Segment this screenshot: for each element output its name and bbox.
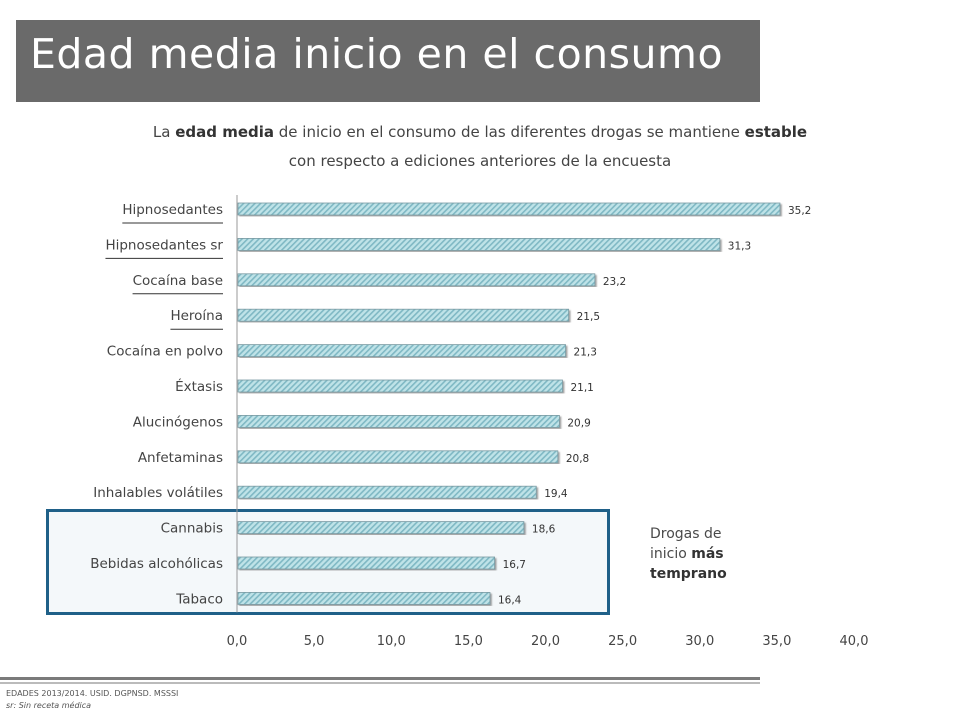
value-label-hipnosedantes-sr: 31,3 <box>728 240 751 252</box>
bar-extasis <box>237 379 563 393</box>
bar-anfetaminas <box>237 450 559 464</box>
value-label-extasis: 21,1 <box>570 382 593 394</box>
bar-bebidas-alcoholicas <box>237 556 495 570</box>
x-tick-label-2: 10,0 <box>377 634 406 649</box>
value-label-heroina: 21,5 <box>577 311 600 323</box>
bar-cocaina-en-polvo <box>237 344 566 358</box>
footer-rule-dark <box>0 677 760 680</box>
title-band-edge <box>0 20 16 102</box>
x-tick-label-4: 20,0 <box>531 634 560 649</box>
subtitle-line2: con respecto a ediciones anteriores de l… <box>288 152 672 170</box>
x-tick-label-3: 15,0 <box>454 634 483 649</box>
category-label-cocaina-en-polvo: Cocaína en polvo <box>107 344 223 360</box>
subtitle-mid: de inicio en el consumo de las diferente… <box>274 123 745 141</box>
bar-hipnosedantes-sr <box>237 238 721 251</box>
note-line2: inicio <box>650 546 692 562</box>
footer-note: sr: Sin receta médica <box>6 701 92 710</box>
value-label-tabaco: 16,4 <box>498 594 522 606</box>
x-tick-label-7: 35,0 <box>762 634 791 649</box>
category-label-hipnosedantes-sr: Hipnosedantes sr <box>105 237 223 253</box>
subtitle-bold-estable: estable <box>744 123 808 141</box>
chart-subtitle: La edad media de inicio en el consumo de… <box>60 118 900 176</box>
x-tick-label-6: 30,0 <box>685 634 714 649</box>
category-label-cocaina-base: Cocaína base <box>133 273 223 289</box>
category-label-heroina: Heroína <box>170 308 223 324</box>
note-bold-mas: más <box>691 546 724 562</box>
category-label-cannabis: Cannabis <box>161 521 223 537</box>
category-label-inhalables-volatiles: Inhalables volátiles <box>93 485 223 501</box>
bar-tabaco <box>237 591 491 605</box>
bar-cannabis <box>237 521 525 535</box>
category-label-anfetaminas: Anfetaminas <box>138 450 223 466</box>
value-label-cocaina-en-polvo: 21,3 <box>574 347 597 359</box>
title-band <box>0 20 760 102</box>
category-label-alucinogenos: Alucinógenos <box>133 414 223 430</box>
x-tick-label-8: 40,0 <box>840 634 869 649</box>
value-label-cannabis: 18,6 <box>532 524 556 536</box>
value-label-bebidas-alcoholicas: 16,7 <box>503 559 526 571</box>
note-line1: Drogas de <box>650 526 722 542</box>
bar-inhalables-volatiles <box>237 485 537 499</box>
early-onset-note: Drogas de inicio más temprano <box>650 524 727 584</box>
bar-chart: Hipnosedantes 35,2 Hipnosedantes sr 31,3 Coc… <box>90 195 869 649</box>
page-title: Edad media inicio en el consumo <box>30 30 724 78</box>
value-label-anfetaminas: 20,8 <box>566 453 589 465</box>
x-tick-label-0: 0,0 <box>227 634 248 649</box>
value-label-cocaina-base: 23,2 <box>603 276 626 288</box>
value-label-hipnosedantes: 35,2 <box>788 205 811 217</box>
category-label-tabaco: Tabaco <box>175 591 223 607</box>
x-tick-label-5: 25,0 <box>608 634 637 649</box>
category-label-hipnosedantes: Hipnosedantes <box>122 202 223 218</box>
bar-heroina <box>237 308 570 322</box>
bar-hipnosedantes <box>237 202 781 216</box>
subtitle-bold-edad-media: edad media <box>175 123 275 141</box>
category-label-bebidas-alcoholicas: Bebidas alcohólicas <box>90 556 223 572</box>
bar-cocaina-base <box>237 273 596 287</box>
subtitle-pre: La <box>152 123 176 141</box>
value-label-inhalables-volatiles: 19,4 <box>544 488 568 500</box>
footer-rule-light <box>0 682 760 684</box>
value-label-alucinogenos: 20,9 <box>567 417 590 429</box>
note-bold-temprano: temprano <box>650 566 727 582</box>
footer-source: EDADES 2013/2014. USID. DGPNSD. MSSSI <box>6 689 179 698</box>
category-label-extasis: Éxtasis <box>175 378 223 395</box>
bar-alucinogenos <box>237 414 560 428</box>
x-tick-label-1: 5,0 <box>304 634 325 649</box>
